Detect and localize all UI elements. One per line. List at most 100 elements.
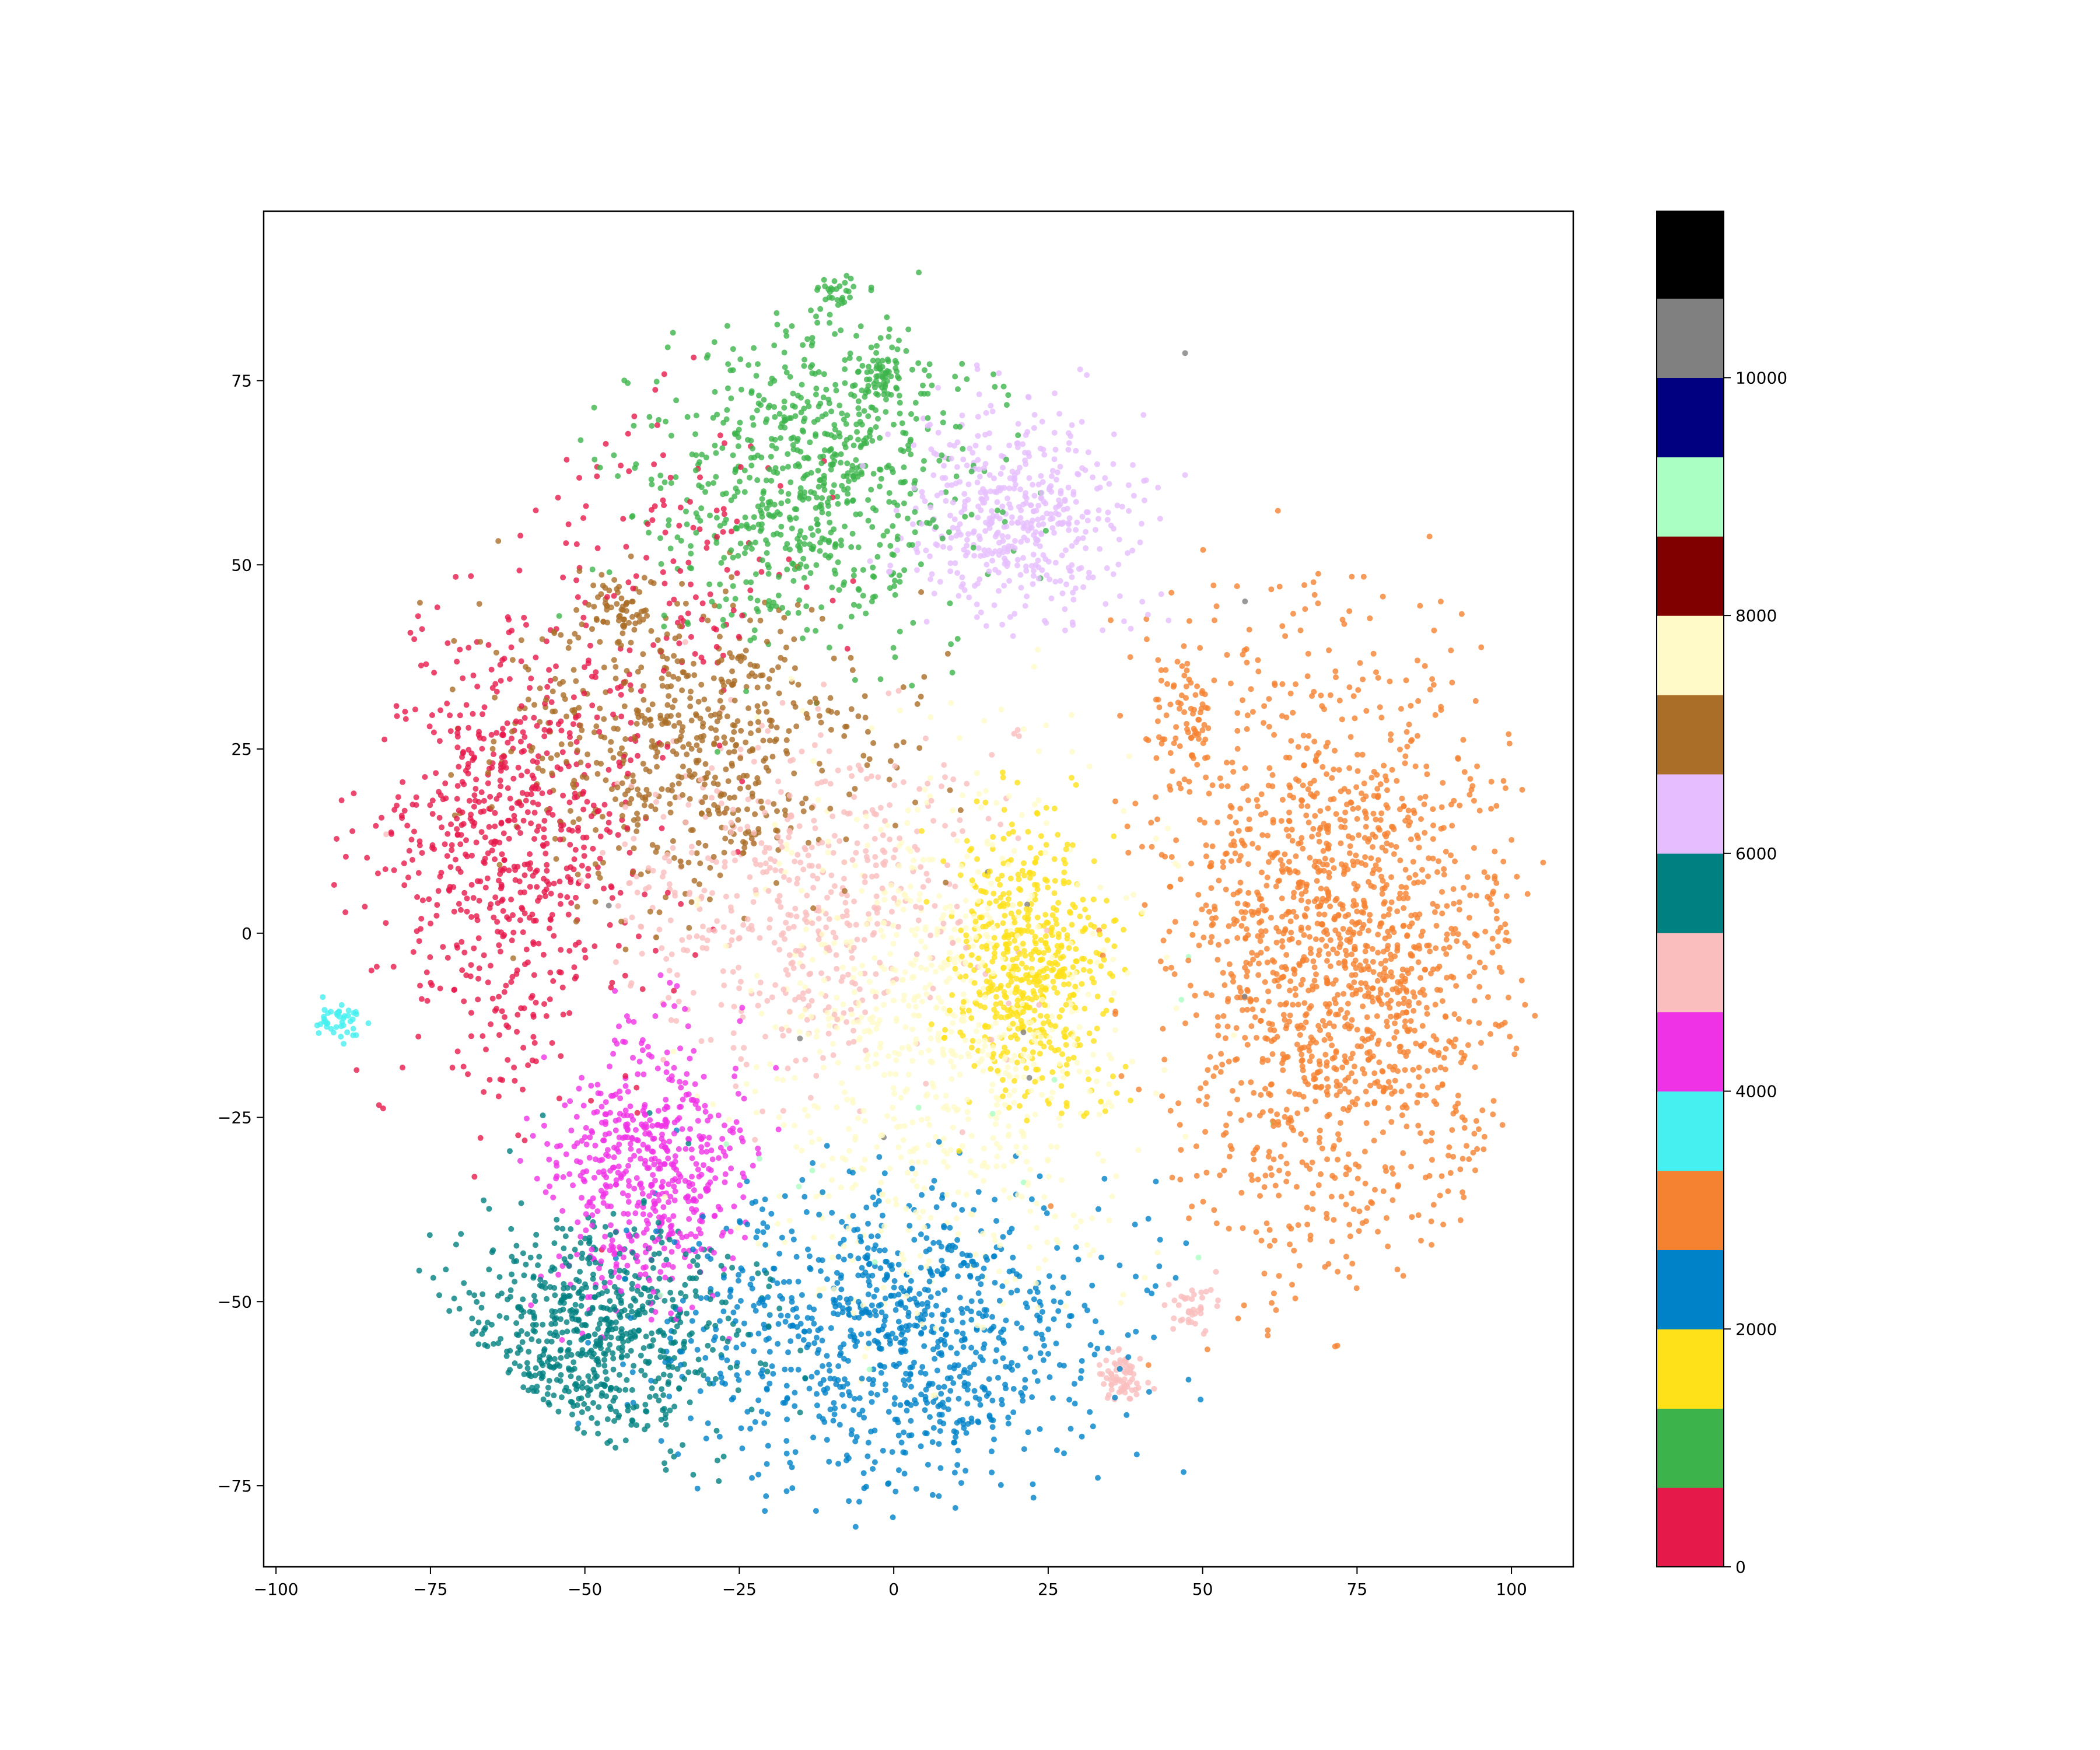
data-point <box>499 1077 506 1083</box>
data-point <box>1349 1017 1355 1023</box>
data-point <box>597 833 604 839</box>
data-point <box>1246 816 1252 822</box>
data-point <box>1009 514 1015 520</box>
data-point <box>469 1315 475 1322</box>
data-point <box>995 508 1000 514</box>
data-point <box>849 857 856 863</box>
data-point <box>842 523 848 530</box>
data-point <box>1230 891 1237 898</box>
data-point <box>628 1238 635 1244</box>
data-point <box>830 929 836 936</box>
data-point <box>730 969 736 975</box>
data-point <box>999 873 1005 878</box>
data-point <box>948 1345 954 1351</box>
data-point <box>802 541 808 547</box>
data-point <box>1097 884 1104 891</box>
data-point <box>1166 1282 1172 1288</box>
data-point <box>754 703 761 709</box>
data-point <box>735 1278 741 1284</box>
data-point <box>621 703 628 709</box>
data-point <box>1286 1223 1292 1230</box>
data-point <box>671 1197 678 1203</box>
data-point <box>597 1090 604 1097</box>
data-point <box>1315 600 1321 607</box>
data-point <box>566 948 573 954</box>
data-point <box>837 624 844 630</box>
data-point <box>551 933 557 939</box>
data-point <box>1430 1202 1437 1208</box>
data-point <box>905 1072 912 1078</box>
data-point <box>1061 1450 1067 1457</box>
data-point <box>344 1029 351 1035</box>
data-point <box>881 1170 888 1177</box>
data-point <box>1125 1354 1132 1360</box>
data-point <box>1108 997 1115 1003</box>
data-point <box>1133 1451 1140 1458</box>
data-point <box>454 783 461 789</box>
data-point <box>753 1064 760 1070</box>
data-point <box>862 1269 869 1276</box>
data-point <box>954 439 961 446</box>
data-point <box>1090 474 1096 481</box>
data-point <box>841 1237 847 1243</box>
data-point <box>1349 972 1355 978</box>
data-point <box>752 811 758 817</box>
data-point <box>1268 1108 1274 1114</box>
data-point <box>1490 1111 1496 1118</box>
data-point <box>665 1379 671 1385</box>
data-point <box>724 566 730 573</box>
data-point <box>1068 775 1074 781</box>
data-point <box>1451 901 1457 907</box>
data-point <box>897 1402 904 1408</box>
data-point <box>867 1312 873 1318</box>
data-point <box>429 842 436 848</box>
data-point <box>1268 586 1275 593</box>
data-point <box>882 1295 888 1301</box>
data-point <box>980 1068 986 1074</box>
data-point <box>603 689 609 695</box>
data-point <box>1467 776 1474 782</box>
data-point <box>1198 705 1205 712</box>
data-point <box>729 611 735 618</box>
data-point <box>1373 669 1379 676</box>
data-point <box>518 1328 524 1334</box>
data-point <box>688 849 695 856</box>
data-point <box>936 1030 942 1037</box>
data-point <box>556 613 562 619</box>
data-point <box>802 1007 808 1013</box>
data-point <box>1110 461 1116 467</box>
data-point <box>1402 890 1409 897</box>
data-point <box>1083 509 1090 515</box>
data-point <box>1430 855 1436 862</box>
data-point <box>1181 643 1187 649</box>
data-point <box>453 1241 459 1248</box>
data-point <box>579 1250 586 1256</box>
data-point <box>868 344 874 351</box>
data-point <box>789 1295 795 1301</box>
data-point <box>865 517 872 524</box>
data-point <box>698 505 705 512</box>
data-point <box>1471 797 1477 804</box>
data-point <box>1474 763 1480 769</box>
data-point <box>1096 516 1101 522</box>
data-point <box>1286 782 1293 789</box>
data-point <box>1069 748 1075 755</box>
data-point <box>918 1049 925 1056</box>
data-point <box>1385 1041 1392 1048</box>
data-point <box>834 1104 840 1111</box>
data-point <box>749 1475 755 1481</box>
data-point <box>685 673 691 679</box>
data-point <box>634 1110 640 1116</box>
data-point <box>1346 608 1353 614</box>
data-point <box>554 1377 560 1383</box>
data-point <box>814 320 821 326</box>
data-point <box>897 708 903 713</box>
data-point <box>738 523 744 529</box>
data-point <box>600 849 606 856</box>
data-point <box>728 528 734 535</box>
data-point <box>797 1035 803 1042</box>
data-point <box>813 1194 820 1200</box>
data-point <box>653 849 659 855</box>
data-point <box>800 808 807 814</box>
data-point <box>1310 958 1317 964</box>
